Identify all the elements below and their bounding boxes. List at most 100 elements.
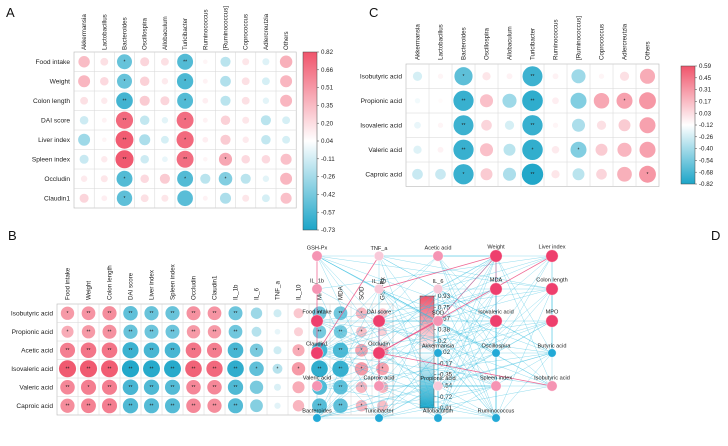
network-node-label: Ruminococcus <box>478 409 515 415</box>
column-label: [Ruminococcus] <box>576 16 583 60</box>
network-edge <box>378 288 439 419</box>
corr-cell <box>261 194 270 203</box>
corr-cell <box>241 154 250 164</box>
corr-cell <box>176 111 194 129</box>
significance-mark: ** <box>213 311 217 317</box>
corr-cell <box>274 328 281 335</box>
corr-cell <box>207 306 222 321</box>
corr-cell <box>280 172 293 185</box>
corr-cell <box>140 154 149 164</box>
colorbar-tick-label: 0.51 <box>321 85 334 92</box>
row-label: Claudin1 <box>44 196 70 203</box>
colorbar-tick-label: -0.26 <box>699 134 714 141</box>
corr-cell <box>596 120 607 130</box>
row-label: Isobutyric acid <box>11 311 53 318</box>
corr-cell <box>101 97 108 104</box>
network-edge <box>495 288 553 419</box>
network-node-label: Occludin <box>368 342 390 348</box>
colorbar-tick-label: -0.35 <box>438 372 453 379</box>
corr-cell <box>227 398 244 414</box>
corr-cell <box>220 75 231 87</box>
network-edge <box>316 255 380 354</box>
significance-mark: * <box>256 366 258 372</box>
network-node-label: TNF_a <box>370 246 388 252</box>
network-node <box>489 282 503 296</box>
colorbar-tick-label: -0.57 <box>321 209 336 216</box>
significance-mark: * <box>184 98 186 104</box>
corr-cell <box>435 168 446 180</box>
colorbar-tick-label: -0.91 <box>438 405 453 412</box>
corr-cell <box>312 325 327 339</box>
corr-cell <box>227 342 244 359</box>
network-node-label: Valeric acid <box>303 376 332 382</box>
network-node <box>545 282 559 296</box>
network-edge <box>378 320 497 354</box>
corr-cell <box>122 398 139 414</box>
significance-mark: ** <box>339 329 343 335</box>
significance-mark: ** <box>171 348 175 354</box>
corr-cell <box>160 57 169 66</box>
corr-cell <box>412 71 423 81</box>
corr-cell <box>279 55 293 68</box>
corr-cell <box>571 118 586 132</box>
corr-cell <box>552 73 559 80</box>
significance-mark: ** <box>171 403 175 409</box>
network-node-label: Spleen index <box>480 376 513 382</box>
column-label: Turicibacter <box>530 28 537 60</box>
network-node <box>433 284 444 295</box>
colorbar-tick-label: -0.17 <box>438 360 453 367</box>
column-label: Turicibacter <box>182 18 189 50</box>
network-edge <box>437 288 497 387</box>
corr-cell <box>262 175 270 182</box>
network-edge <box>316 352 553 387</box>
significance-mark: ** <box>183 59 187 65</box>
colorbar-tick-label: 0.57 <box>438 316 451 323</box>
column-label: Lactobacillus <box>438 24 445 60</box>
network-node-label: MDA <box>490 278 503 284</box>
corr-cell <box>454 67 473 86</box>
corr-cell <box>274 383 281 391</box>
column-label: IL_6 <box>254 287 261 300</box>
significance-mark: ** <box>66 348 70 354</box>
corr-cell <box>481 119 492 131</box>
significance-mark: ** <box>183 157 187 163</box>
corr-cell <box>159 173 170 184</box>
significance-mark: ** <box>339 348 343 354</box>
corr-cell <box>522 90 543 112</box>
corr-cell <box>412 168 423 180</box>
significance-mark: ** <box>318 403 322 409</box>
colorbar <box>680 65 696 185</box>
corr-cell <box>116 54 133 70</box>
panel-label-b: B <box>8 228 17 243</box>
network-edge <box>316 352 380 419</box>
significance-mark: * <box>256 348 258 354</box>
corr-cell <box>160 135 169 144</box>
corr-cell <box>81 325 96 339</box>
network-edge <box>437 320 553 354</box>
network-node <box>491 348 501 358</box>
column-label: Coprococcus <box>243 14 250 50</box>
corr-cell <box>453 90 474 111</box>
corr-cell <box>479 143 494 157</box>
corr-cell <box>438 98 443 103</box>
column-label: Adlercreutzia <box>622 23 629 60</box>
significance-mark: ** <box>339 385 343 391</box>
corr-cell <box>165 306 180 321</box>
column-label: Allobaculum <box>162 16 169 50</box>
corr-cell <box>522 139 543 161</box>
colorbar-tick-label: 0.45 <box>699 75 712 82</box>
corr-cell <box>185 360 202 378</box>
network-edge <box>495 352 553 419</box>
corr-cell <box>618 119 631 132</box>
colorbar-tick-label: -0.54 <box>699 158 714 165</box>
corr-cell <box>251 326 262 337</box>
corr-cell <box>140 57 150 67</box>
significance-mark: * <box>463 172 465 178</box>
corr-cell <box>78 75 91 88</box>
significance-mark: ** <box>531 98 535 104</box>
network-edge <box>316 288 380 419</box>
significance-mark: ** <box>129 311 133 317</box>
significance-mark: * <box>361 385 363 391</box>
corr-cell <box>161 78 169 85</box>
corr-cell <box>249 343 264 357</box>
